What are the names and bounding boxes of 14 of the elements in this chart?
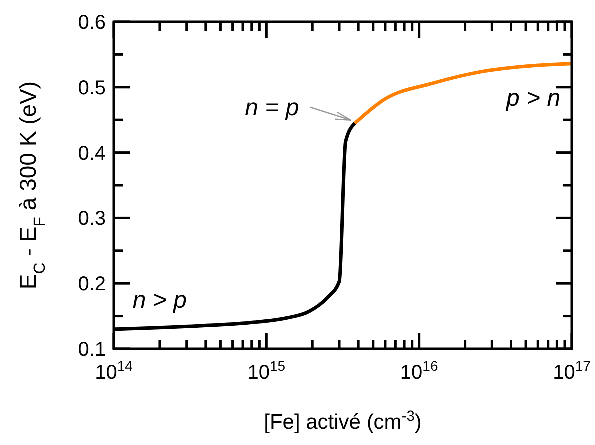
- annotation: n = p: [245, 94, 300, 122]
- x-tick-label: 10$^{14}$: [95, 358, 134, 384]
- y-tick-label: 0.6: [78, 12, 106, 34]
- x-tick-label: 10$^{15}$: [248, 358, 286, 384]
- y-tick-label: 0.4: [78, 142, 106, 165]
- y-tick-label: 0.3: [78, 208, 106, 230]
- annotation: n > p: [132, 287, 187, 314]
- x-tick-label: 10$^{16}$: [400, 358, 438, 384]
- y-tick-label: 0.2: [78, 274, 106, 296]
- y-tick-label: 0.1: [78, 339, 106, 361]
- x-axis-title: [Fe] activé (cm$^{-3}$): [264, 409, 422, 434]
- annotation: p > n: [506, 84, 561, 112]
- y-tick-label: 0.5: [78, 77, 106, 100]
- x-tick-label: 10$^{17}$: [553, 358, 592, 384]
